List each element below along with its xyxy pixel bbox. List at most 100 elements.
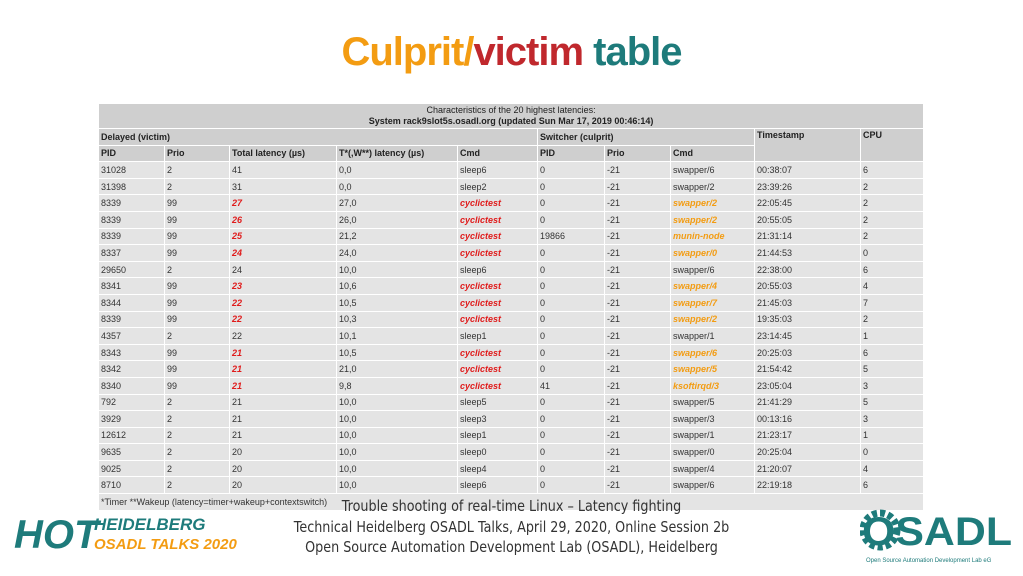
table-cell: 23:05:04 bbox=[754, 376, 861, 395]
table-cell: 2 bbox=[859, 177, 925, 196]
table-cell: 8337 bbox=[98, 244, 165, 262]
table-cell: 0 bbox=[537, 194, 605, 212]
table-cell: 20:25:03 bbox=[754, 343, 861, 362]
table-cell: cyclictest bbox=[457, 194, 538, 212]
table-cell: 99 bbox=[164, 293, 230, 312]
table-cell: 10,0 bbox=[336, 459, 458, 478]
table-cell: swapper/0 bbox=[670, 244, 755, 262]
table-cell: 3929 bbox=[98, 410, 165, 428]
table-cell: 99 bbox=[164, 376, 230, 395]
caption-line: System rack9slot5s.osadl.org (updated Su… bbox=[368, 116, 654, 126]
table-cell: sleep1 bbox=[457, 327, 538, 345]
table-cell: sleep6 bbox=[457, 161, 538, 179]
table-cell: -21 bbox=[604, 194, 671, 212]
table-cell: 99 bbox=[164, 244, 230, 262]
table-cell: 5 bbox=[859, 393, 925, 412]
table-cell: 2 bbox=[164, 459, 230, 478]
table-cell: 8339 bbox=[98, 227, 165, 246]
table-cell: 2 bbox=[164, 161, 230, 179]
group-header: Switcher (culprit) bbox=[537, 128, 755, 146]
table-cell: -21 bbox=[604, 177, 671, 196]
table-cell: -21 bbox=[604, 227, 671, 246]
table-cell: 41 bbox=[229, 161, 337, 179]
table-cell: 0 bbox=[537, 476, 605, 495]
table-cell: 0 bbox=[537, 310, 605, 329]
table-cell: 1 bbox=[859, 327, 925, 345]
table-cell: 9025 bbox=[98, 459, 165, 478]
table-cell: 4357 bbox=[98, 327, 165, 345]
caption-row: Characteristics of the 20 highest latenc… bbox=[97, 103, 925, 129]
group-row: Delayed (victim) Switcher (culprit) Timest… bbox=[98, 127, 925, 163]
table-cell: swapper/1 bbox=[670, 426, 755, 445]
table-cell: 0 bbox=[537, 459, 605, 478]
table-cell: -21 bbox=[604, 293, 671, 312]
logo-big: OSADL bbox=[862, 510, 1012, 554]
table-cell: 22:38:00 bbox=[754, 260, 861, 279]
footer-line: Trouble shooting of real-time Linux – La… bbox=[341, 497, 682, 515]
table-cell: 21:54:42 bbox=[754, 360, 861, 378]
table-cell: 10,5 bbox=[336, 293, 458, 312]
table-cell: -21 bbox=[604, 277, 671, 295]
table-cell: 22 bbox=[229, 293, 337, 312]
table-cell: swapper/1 bbox=[670, 327, 755, 345]
table-cell: 0 bbox=[537, 426, 605, 445]
table-cell: 2 bbox=[164, 426, 230, 445]
table-cell: 99 bbox=[164, 343, 230, 362]
title-part: table bbox=[583, 30, 682, 74]
table-cell: 99 bbox=[164, 227, 230, 246]
table-cell: 6 bbox=[859, 476, 925, 495]
logo-line: OSADL TALKS 2020 bbox=[94, 536, 237, 553]
table-cell: 0 bbox=[537, 244, 605, 262]
osadl-logo: OSADL Open Source Automation Development… bbox=[860, 509, 1012, 564]
table-cell: -21 bbox=[604, 310, 671, 329]
column-header: PID bbox=[537, 144, 605, 163]
table-cell: 4 bbox=[859, 277, 925, 295]
table-cell: 20 bbox=[229, 476, 337, 495]
logo-line: HEIDELBERG bbox=[94, 515, 205, 534]
logo-gear bbox=[860, 509, 901, 551]
table-cell: 23:39:26 bbox=[754, 177, 861, 196]
table-cell: sleep4 bbox=[457, 459, 538, 478]
table-cell: 2 bbox=[164, 327, 230, 345]
table-cell: cyclictest bbox=[457, 310, 538, 329]
table-row: 8341 99 23 10,6 cyclictest 0 -21 swapper/4 20:55… bbox=[98, 277, 925, 295]
table-cell: 22 bbox=[229, 327, 337, 345]
column-header: Prio bbox=[604, 144, 671, 163]
table-cell: 20 bbox=[229, 459, 337, 478]
table-cell: 25 bbox=[229, 227, 337, 246]
table-cell: 10,0 bbox=[336, 393, 458, 412]
table-cell: -21 bbox=[604, 327, 671, 345]
table-row: 8344 99 22 10,5 cyclictest 0 -21 swapper/7 21:45… bbox=[98, 293, 925, 312]
table-cell: 99 bbox=[164, 277, 230, 295]
table-cell: 6 bbox=[859, 260, 925, 279]
table-cell: 0 bbox=[537, 343, 605, 362]
table-cell: 10,0 bbox=[336, 260, 458, 279]
table-cell: 8339 bbox=[98, 210, 165, 229]
table-cell: 0 bbox=[859, 443, 925, 461]
table-cell: swapper/2 bbox=[670, 210, 755, 229]
table-cell: 2 bbox=[164, 393, 230, 412]
table-cell: 2 bbox=[164, 177, 230, 196]
table-cell: -21 bbox=[604, 343, 671, 362]
table-cell: 6 bbox=[859, 161, 925, 179]
table-cell: 27,0 bbox=[336, 194, 458, 212]
table-cell: 2 bbox=[859, 210, 925, 229]
table-cell: swapper/2 bbox=[670, 310, 755, 329]
table-row: 8342 99 21 21,0 cyclictest 0 -21 swapper/5 21:54… bbox=[98, 360, 925, 378]
table-cell: sleep2 bbox=[457, 177, 538, 196]
table-cell: -21 bbox=[604, 443, 671, 461]
table-cell: cyclictest bbox=[457, 227, 538, 246]
table-cell: swapper/4 bbox=[670, 459, 755, 478]
table-cell: 0 bbox=[859, 244, 925, 262]
table-cell: cyclictest bbox=[457, 360, 538, 378]
table-row: 8339 99 25 21,2 cyclictest 19866 -21 munin-node… bbox=[98, 227, 925, 246]
footer: Trouble shooting of real-time Linux – La… bbox=[289, 496, 734, 558]
table-cell: -21 bbox=[604, 393, 671, 412]
table-cell: 31 bbox=[229, 177, 337, 196]
table-cell: swapper/3 bbox=[670, 410, 755, 428]
slide-title: Culprit/victim table bbox=[0, 30, 1023, 75]
table-cell: 21 bbox=[229, 426, 337, 445]
title-part: victim bbox=[473, 30, 584, 74]
table-cell: 2 bbox=[164, 410, 230, 428]
group-header: CPU bbox=[859, 127, 925, 163]
